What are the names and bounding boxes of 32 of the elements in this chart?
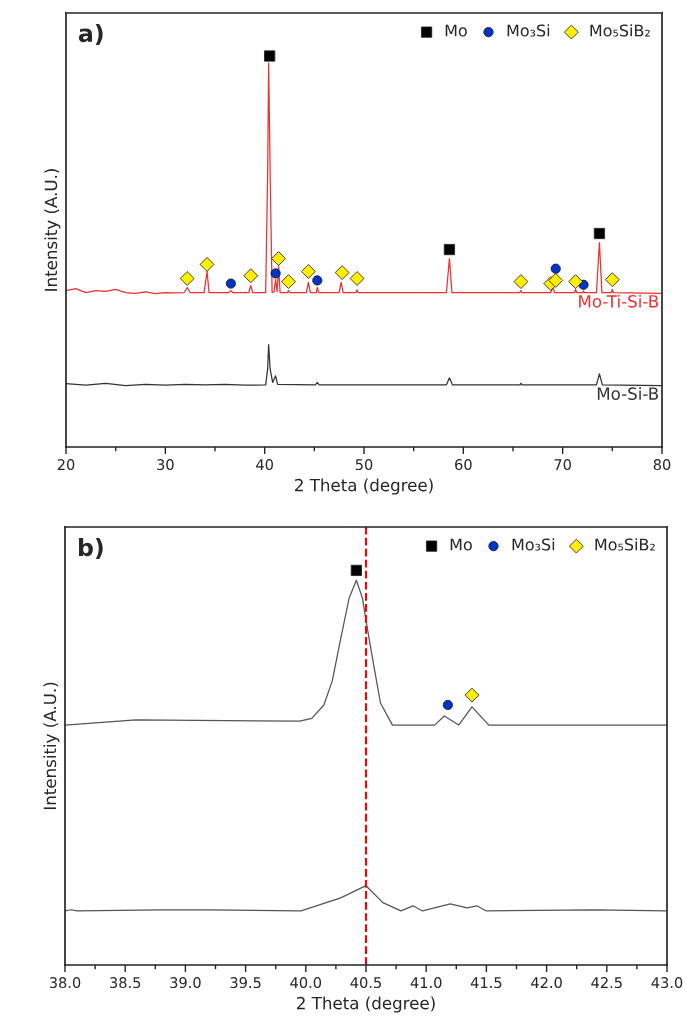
y-axis-title: Intensitiy (A.U.) (43, 682, 60, 810)
x-axis-title: 2 Theta (degree) (295, 478, 433, 495)
legend-label: Mo₅SiB₂ (590, 24, 650, 37)
x-tick-label: 50 (355, 459, 373, 471)
x-tick-label: 39.0 (170, 977, 201, 989)
x-tick-label: 39.5 (230, 977, 261, 989)
x-axis-title: 2 Theta (degree) (297, 996, 435, 1013)
x-tick-label: 30 (157, 459, 174, 471)
series-label: Mo-Ti-Si-B (579, 294, 659, 308)
legend-label: Mo (450, 538, 472, 551)
x-tick-label: 40.5 (350, 977, 381, 989)
text: a) (78, 23, 103, 45)
x-tick-label: 41.5 (470, 977, 502, 989)
legend-label: Mo₃Si (512, 538, 555, 551)
x-tick-label: 80 (653, 459, 671, 471)
x-tick-label: 38.0 (49, 977, 81, 989)
y-axis-title: Intensity (A.U.) (44, 169, 61, 291)
legend-label: Mo₃Si (507, 24, 550, 37)
x-tick-label: 43.0 (651, 977, 683, 989)
x-tick-label: 60 (455, 459, 472, 471)
x-tick-label: 42.5 (591, 977, 622, 989)
x-tick-label: 20 (57, 459, 75, 471)
legend-label: Mo (445, 24, 467, 37)
x-tick-label: 40 (256, 459, 273, 471)
x-tick-label: 40.0 (290, 977, 322, 989)
x-tick-label: 38.5 (110, 977, 141, 989)
x-tick-label: 42.0 (531, 977, 562, 989)
legend-label: Mo₅SiB₂ (595, 538, 655, 551)
x-tick-label: 70 (554, 459, 571, 471)
text: b) (79, 537, 103, 559)
series-label: Mo-Si-B (597, 387, 659, 400)
x-tick-label: 41.0 (410, 977, 442, 989)
